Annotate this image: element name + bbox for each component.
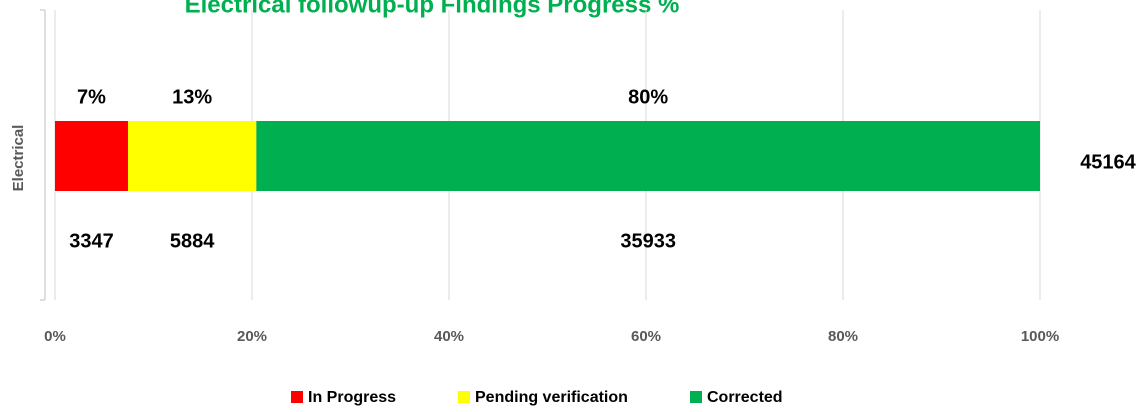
y-category-label: Electrical bbox=[10, 125, 27, 192]
chart-title: Electrical followup-up Findings Progress… bbox=[185, 0, 680, 18]
percent-label: 13% bbox=[172, 86, 212, 108]
x-tick-label: 20% bbox=[237, 328, 267, 345]
x-tick-label: 100% bbox=[1021, 328, 1059, 345]
x-tick-label: 40% bbox=[434, 328, 464, 345]
legend-label: Pending verification bbox=[475, 389, 628, 406]
x-tick-label: 80% bbox=[828, 328, 858, 345]
legend-swatch bbox=[458, 391, 470, 403]
count-label: 5884 bbox=[170, 230, 215, 252]
bar-segment bbox=[256, 121, 1041, 191]
x-tick-label: 60% bbox=[631, 328, 661, 345]
percent-label: 80% bbox=[628, 86, 668, 108]
x-tick-label: 0% bbox=[44, 328, 66, 345]
bar-segment bbox=[127, 121, 257, 191]
legend-swatch bbox=[690, 391, 702, 403]
percent-label: 7% bbox=[77, 86, 106, 108]
legend-swatch bbox=[291, 391, 303, 403]
bar-segment bbox=[55, 121, 128, 191]
legend-label: In Progress bbox=[308, 389, 396, 406]
total-label: 45164 bbox=[1080, 151, 1136, 173]
legend-label: Corrected bbox=[707, 389, 783, 406]
count-label: 3347 bbox=[69, 230, 114, 252]
count-label: 35933 bbox=[620, 230, 676, 252]
